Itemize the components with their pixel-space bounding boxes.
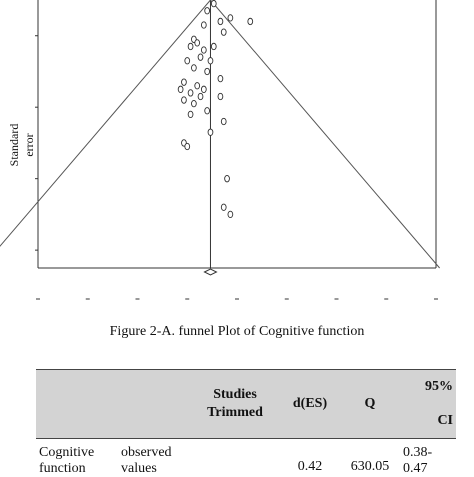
study-point [225, 175, 230, 181]
cell-ci-lower: 0.38- [403, 445, 453, 461]
study-points [178, 0, 252, 217]
y-axis-label: Standard error [7, 115, 37, 175]
cell-es: 0.42 [280, 439, 340, 477]
plot-axes [35, 0, 436, 268]
study-point [201, 47, 206, 53]
header-ci-percent: 95% [403, 378, 453, 396]
figure-caption: Figure 2-A. funnel Plot of Cognitive fun… [0, 324, 474, 340]
funnel-lines [0, 0, 440, 275]
cell-trimmed [190, 439, 280, 477]
study-point [195, 40, 200, 46]
x-tick-mark [384, 298, 388, 300]
study-point [191, 65, 196, 71]
study-point [205, 8, 210, 14]
header-ci: 95% CI [400, 370, 456, 439]
study-point [185, 58, 190, 64]
study-point [182, 97, 187, 103]
study-point [178, 86, 183, 92]
study-point [211, 43, 216, 49]
study-point [218, 18, 223, 24]
cell-q: 630.05 [340, 439, 400, 477]
cell-type: observed values [118, 439, 190, 477]
study-point [248, 18, 253, 24]
study-point [182, 79, 187, 85]
study-point [221, 204, 226, 210]
x-tick-mark [335, 298, 339, 300]
study-point [201, 22, 206, 28]
x-tick-mark [434, 298, 438, 300]
x-tick-mark [235, 298, 239, 300]
study-point [188, 43, 193, 49]
study-point [185, 143, 190, 149]
study-point [191, 100, 196, 106]
x-tick-mark [136, 298, 140, 300]
cell-outcome: Cognitive function [36, 439, 118, 477]
header-effect-size: d(ES) [280, 370, 340, 439]
funnel-plot [0, 0, 474, 320]
pooled-estimate-diamond [204, 269, 216, 275]
funnel-right-line [210, 0, 439, 268]
study-point [198, 54, 203, 60]
header-ci-label: CI [403, 412, 453, 430]
header-outcome [36, 370, 118, 439]
study-point [205, 108, 210, 114]
study-point [228, 211, 233, 217]
study-point [208, 129, 213, 135]
study-point [195, 83, 200, 89]
study-point [218, 75, 223, 81]
header-q: Q [340, 370, 400, 439]
table-row: Cognitive function observed values 0.42 … [36, 439, 456, 477]
header-studies-trimmed: Studies Trimmed [190, 370, 280, 439]
x-tick-mark [185, 298, 189, 300]
study-point [208, 58, 213, 64]
x-tick-mark [86, 298, 90, 300]
study-point [218, 93, 223, 99]
cell-ci: 0.38- 0.47 [400, 439, 456, 477]
study-point [188, 90, 193, 96]
study-point [221, 118, 226, 124]
study-point [188, 111, 193, 117]
table-header-row: Studies Trimmed d(ES) Q 95% CI [36, 370, 456, 439]
results-table: Studies Trimmed d(ES) Q 95% CI Cognitive… [36, 369, 456, 477]
study-point [211, 0, 216, 6]
header-type [118, 370, 190, 439]
study-point [221, 29, 226, 35]
study-point [228, 15, 233, 21]
cell-ci-upper: 0.47 [403, 461, 453, 477]
x-tick-mark [36, 298, 40, 300]
study-point [201, 86, 206, 92]
study-point [205, 68, 210, 74]
x-tick-mark [285, 298, 289, 300]
study-point [198, 93, 203, 99]
x-tick-marks [36, 298, 438, 300]
